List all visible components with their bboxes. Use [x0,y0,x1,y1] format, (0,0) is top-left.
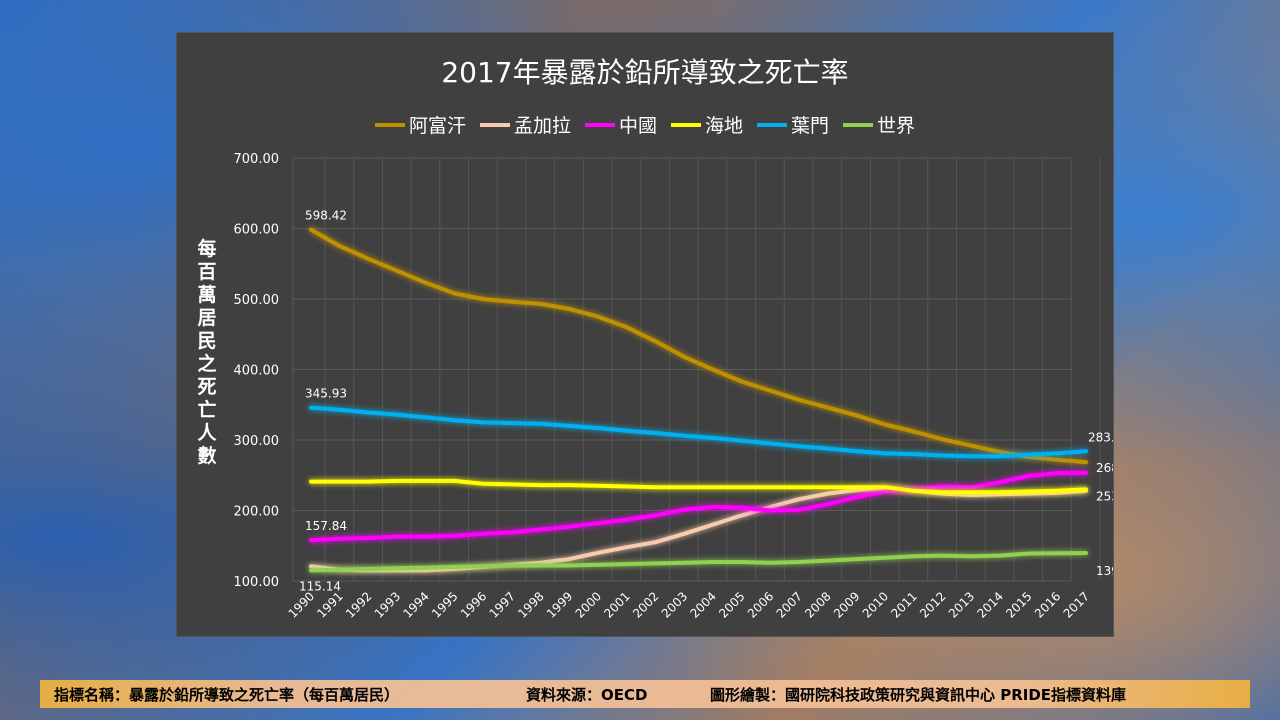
x-tick-label: 1990 [286,589,317,620]
x-tick-label: 1994 [400,589,431,620]
legend-item: 阿富汗 [374,111,466,138]
data-label: 253.57 [1096,490,1113,504]
x-tick-label: 2002 [630,589,661,620]
legend-label: 孟加拉 [513,115,571,137]
legend-item: 中國 [584,111,657,138]
series-line-1 [309,485,1088,573]
y-tick-label: 700.00 [234,152,280,167]
legend-swatch [757,122,788,127]
chart-title: 2017年暴露於鉛所導致之死亡率 [441,56,849,89]
legend-item: 葉門 [757,111,829,138]
legend-label: 海地 [705,115,744,137]
series-line-5 [309,551,1088,573]
x-tick-label: 2009 [831,589,862,620]
data-label: 283.97 [1088,430,1113,444]
legend-swatch [843,122,874,127]
data-label: 345.93 [305,387,347,401]
x-tick-label: 2004 [687,589,718,620]
plot-area: 100.00 200.00 300.00 400.00 500.00 600.00 700.… [234,152,1114,621]
x-tick-label: 2005 [716,589,747,620]
data-label: 268.49 [1096,461,1113,475]
chart-panel: 2017年暴露於鉛所導致之死亡率 阿富汗 孟加拉 中國 海地 葉門 世界 每百萬居民之死亡… [176,32,1114,637]
legend-swatch [479,122,510,127]
x-tick-label: 1991 [314,589,345,620]
x-tick-label: 2007 [774,589,805,620]
series-line-0 [309,227,1088,465]
x-tick-label: 1993 [372,589,403,620]
legend-label: 世界 [877,115,916,137]
legend: 阿富汗 孟加拉 中國 海地 葉門 世界 [177,111,1113,138]
x-tick-label: 1998 [515,589,546,620]
y-tick-label: 500.00 [234,293,280,308]
x-tick-label: 1999 [544,589,575,620]
x-tick-label: 2012 [917,589,948,620]
legend-item: 孟加拉 [479,111,571,138]
series-line-4 [309,405,1088,459]
y-tick-label: 400.00 [234,364,280,379]
x-tick-label: 2010 [860,589,891,620]
legend-swatch [374,122,405,127]
x-tick-label: 2001 [601,589,632,620]
series-line-2 [309,470,1088,543]
x-tick-label: 2015 [1003,589,1034,620]
x-tick-label: 2006 [745,589,776,620]
x-tick-label: 2000 [573,589,604,620]
x-tick-label: 1996 [458,589,489,620]
legend-label: 阿富汗 [408,115,466,137]
x-tick-label: 2011 [888,589,919,620]
footer-credit: 圖形繪製：國研院科技政策研究與資訊中心 PRIDE指標資料庫 [710,685,1127,704]
x-tick-label: 2008 [802,589,833,620]
data-label: 157.84 [305,519,347,533]
legend-label: 中國 [618,115,657,137]
x-tick-label: 2014 [975,589,1006,620]
legend-label: 葉門 [791,115,830,137]
legend-swatch [584,122,615,127]
y-tick-label: 300.00 [234,434,280,449]
y-tick-label: 200.00 [234,505,280,520]
x-tick-label: 2013 [946,589,977,620]
x-tick-label: 2003 [659,589,690,620]
legend-item: 世界 [843,111,915,138]
legend-item: 海地 [671,111,743,138]
x-tick-label: 1997 [487,589,518,620]
data-label: 598.42 [305,209,347,223]
legend-swatch [671,122,701,127]
x-tick-label: 2017 [1061,589,1092,620]
footer-bar: 指標名稱：暴露於鉛所導致之死亡率（每百萬居民） 資料來源：OECD 圖形繪製：國… [40,680,1250,708]
y-tick-label: 600.00 [234,223,280,238]
x-tick-label: 1995 [429,589,460,620]
footer-indicator: 指標名稱：暴露於鉛所導致之死亡率（每百萬居民） [54,685,400,704]
series-line-3 [309,478,1088,495]
footer-source: 資料來源：OECD [526,685,648,704]
y-axis-label: 每百萬居民之死亡人數 [197,238,217,467]
x-tick-label: 1992 [343,589,374,620]
x-tick-label: 2016 [1032,589,1063,620]
data-label: 115.14 [299,579,341,593]
data-label: 139.66 [1096,564,1113,578]
y-tick-label: 100.00 [234,575,280,590]
